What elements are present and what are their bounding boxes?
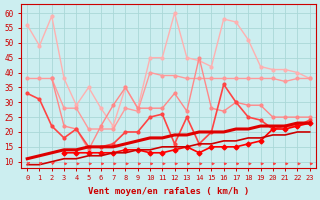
X-axis label: Vent moyen/en rafales ( km/h ): Vent moyen/en rafales ( km/h ) — [88, 187, 249, 196]
